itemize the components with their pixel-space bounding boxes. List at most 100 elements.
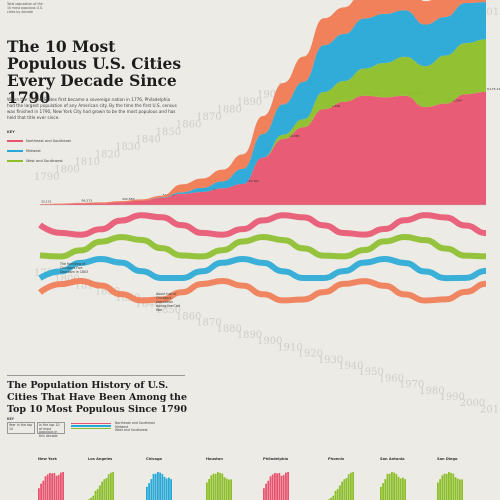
sparkline-bar <box>352 472 354 500</box>
sparkline-bar <box>101 481 103 500</box>
key2-region: Northeast and Southeast <box>115 421 155 425</box>
sparkline-bar <box>44 476 47 500</box>
sparkline-bar <box>461 479 463 500</box>
key2-label-a: Year in the top 10 <box>9 423 33 431</box>
key2-lines <box>71 422 111 430</box>
sparkline-bar <box>404 479 406 500</box>
sparkline-bar <box>46 474 49 500</box>
sparkline-bar <box>99 485 101 500</box>
decade-label-top: 1790 <box>34 172 59 183</box>
legend-item: Northeast and Southeast <box>7 136 77 146</box>
sparkline-bar <box>214 473 217 500</box>
decade-label-top: 1810 <box>75 157 100 168</box>
sparkline-bar <box>332 495 335 500</box>
decade-label-bottom: 1990 <box>439 392 464 403</box>
sparkline-bar <box>170 479 172 500</box>
sparkline-bar <box>206 482 208 500</box>
sparkline-bar <box>165 478 168 500</box>
sparkline-bar <box>107 474 110 500</box>
sparkline-bar <box>380 486 382 500</box>
decade-label-bottom: 1850 <box>156 305 181 316</box>
sparkline-bar <box>388 473 391 500</box>
note-1: The founding of Chicago's Fort Dearborn … <box>60 262 88 274</box>
decade-label-top: 1830 <box>115 142 140 153</box>
sparkline-bar <box>94 490 97 500</box>
sparkline-bar <box>148 483 150 500</box>
sparkline-bar <box>439 479 441 500</box>
series-ribbon <box>38 255 487 282</box>
decade-label-top: 1880 <box>216 105 241 116</box>
corner-note: Total population of the 10 most populous… <box>7 2 43 14</box>
sparkline-bar <box>395 473 398 500</box>
sparkline-bar <box>42 480 45 500</box>
key2-line-w <box>71 427 111 430</box>
sparkline-bar <box>399 478 402 500</box>
decade-label-top: 1800 <box>54 165 79 176</box>
sparkline-bar <box>276 473 278 500</box>
sparkline-bar <box>146 486 148 500</box>
decade-label-top: 1820 <box>95 150 120 161</box>
series-ribbon <box>38 212 487 238</box>
key2-region: West and Southwest <box>115 428 148 433</box>
sparkline-bar <box>150 479 153 500</box>
decade-label-top: 1850 <box>156 127 181 138</box>
sparkline-bar <box>38 488 40 500</box>
decade-label-bottom: 1840 <box>135 299 160 310</box>
sparkline-bar <box>280 475 283 500</box>
sparkline-bar <box>343 479 346 500</box>
decade-label-bottom: 1860 <box>176 311 201 322</box>
sparkline-bar <box>391 472 393 500</box>
page-title: The 10 Most Populous U.S. Cities Every D… <box>7 37 182 107</box>
sparkline-bar <box>287 472 289 500</box>
key2-box-a <box>7 422 35 434</box>
sparkline-bar <box>208 479 210 500</box>
sparkline-bar <box>450 472 452 500</box>
sparkline-bar <box>269 476 272 500</box>
legend-swatch <box>7 150 23 152</box>
sparkline-bar <box>278 472 281 500</box>
series-ribbon <box>39 234 487 260</box>
legend-label: West and Southwest <box>26 159 63 163</box>
sparkline-bar <box>382 483 384 500</box>
legend-label: Northeast and Southeast <box>26 139 71 143</box>
sparkline-bar <box>168 477 170 500</box>
key2-box-b <box>37 422 65 434</box>
key2-line-mw <box>71 425 111 427</box>
sparkline-bar <box>62 472 64 500</box>
decade-label-bottom: 1900 <box>257 336 282 347</box>
sparkline-bar <box>157 472 159 500</box>
decade-label-top: 2010 <box>480 7 500 18</box>
decade-label-bottom: 1820 <box>95 287 120 298</box>
sparkline-bar <box>225 478 228 500</box>
decade-label-top: 1900 <box>257 90 282 101</box>
decade-label-top: 1890 <box>237 97 262 108</box>
data-label: 1,515,301 <box>244 179 259 183</box>
sparkline-bar <box>452 473 455 500</box>
decade-label-bottom: 1810 <box>75 280 100 291</box>
key2-line-ne <box>71 423 111 425</box>
sparkline-bar <box>57 474 60 500</box>
sparkline-bar <box>53 472 56 500</box>
series-band <box>40 39 486 205</box>
legend-label: Midwest <box>26 149 41 153</box>
sparkline-bar <box>163 476 166 500</box>
sparkline-bar <box>456 478 459 500</box>
series-band <box>40 91 486 205</box>
sparkline-bar <box>386 473 389 500</box>
sparkline-bar <box>159 472 161 500</box>
decade-label-bottom: 1910 <box>277 342 302 353</box>
decade-label-bottom: 1940 <box>338 361 363 372</box>
decade-label-bottom: 2010 <box>480 404 500 415</box>
sparkline-bar <box>285 472 287 500</box>
sparkline-bar <box>393 472 395 500</box>
decade-label-bottom: 1800 <box>54 274 79 285</box>
sparkline-bar <box>51 473 53 500</box>
sparkline-bar <box>454 477 457 500</box>
city-label: Houston <box>206 457 223 461</box>
decade-label-bottom: 1930 <box>318 355 343 366</box>
sparkline-bar <box>402 477 404 500</box>
decade-label-bottom: 1950 <box>358 367 383 378</box>
series-band <box>40 2 486 205</box>
sparkline-bar <box>384 479 387 500</box>
sparkline-bar <box>334 490 337 500</box>
